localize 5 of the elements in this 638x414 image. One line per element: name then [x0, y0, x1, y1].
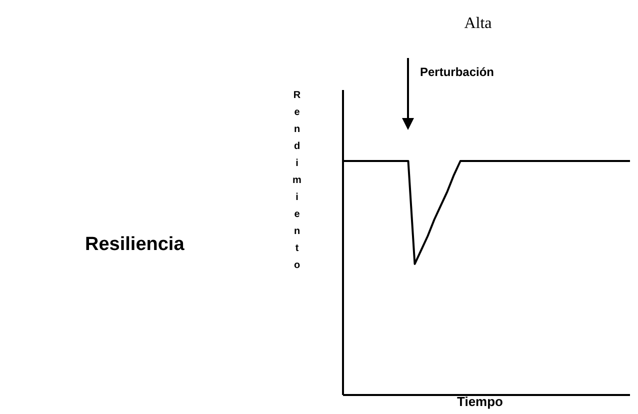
text: Perturbación — [420, 65, 494, 79]
text: Resiliencia — [85, 234, 185, 255]
x-axis-title: Tiempo — [457, 394, 504, 409]
text: Rendimiento — [292, 90, 302, 271]
chart-title: Alta — [464, 15, 492, 32]
